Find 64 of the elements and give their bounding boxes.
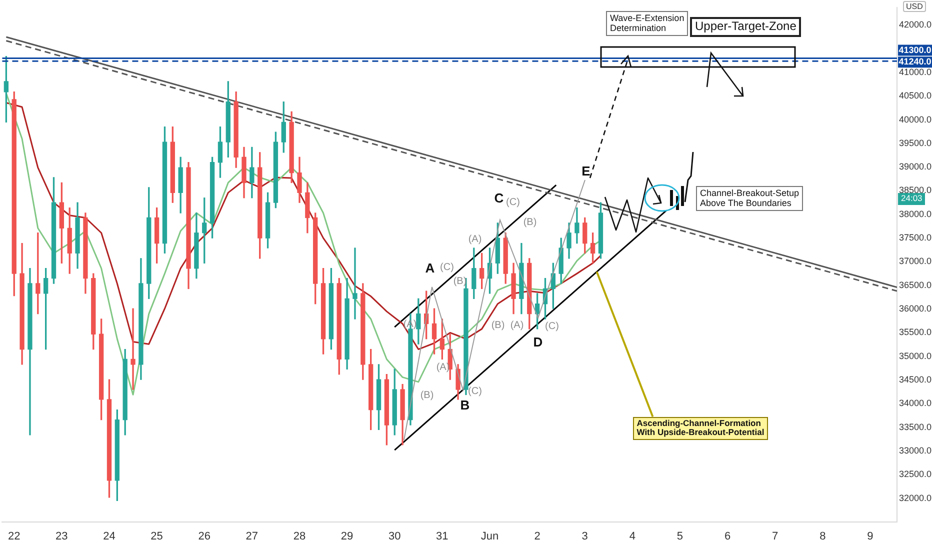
x-tick-label: 2 — [534, 530, 540, 543]
annotation: D — [533, 334, 543, 350]
annotation: C — [494, 190, 504, 206]
x-tick-label: 31 — [436, 530, 448, 543]
annotation: (B) — [491, 320, 505, 331]
annotation: E — [582, 163, 590, 178]
annotation: (C) — [506, 197, 520, 208]
x-tick-label: Jun — [480, 530, 499, 543]
x-tick-label: 22 — [8, 530, 20, 543]
x-tick-label: 30 — [388, 530, 401, 543]
annotation: Ascending-Channel-Formation With Upside-Breakout-Potential — [632, 416, 768, 440]
ref-line-label: 41240.0 — [898, 56, 932, 67]
y-tick-label: 34500.0 — [899, 374, 932, 385]
y-tick-label: 32500.0 — [899, 469, 932, 480]
y-tick-label: 35000.0 — [899, 350, 932, 361]
y-tick-label: 34000.0 — [899, 398, 932, 408]
annotation: Wave-E-Extension Determination — [606, 11, 688, 36]
y-tick-label: 39000.0 — [899, 162, 932, 172]
x-tick-label: 24 — [103, 530, 116, 543]
annotation: (A) — [510, 320, 524, 331]
annotation: A — [425, 260, 435, 276]
annotation: (C) — [468, 386, 482, 397]
annotation: B — [460, 398, 470, 412]
annotation: (C) — [440, 262, 454, 273]
y-axis-title: USD — [903, 1, 926, 12]
annotation: (B) — [420, 390, 434, 401]
y-tick-label: 33500.0 — [899, 422, 932, 432]
x-tick-label: 8 — [820, 530, 826, 543]
x-tick-label: 23 — [56, 530, 68, 543]
text: 24:03 — [898, 193, 926, 205]
y-tick-label: 37000.0 — [899, 256, 932, 266]
ref-line-label: 41300.0 — [898, 44, 932, 55]
x-tick-label: 5 — [676, 530, 684, 543]
annotation: Channel-Breakout-Setup Above The Boundaries — [696, 186, 804, 211]
x-tick-label: 26 — [198, 530, 210, 543]
y-tick-label: 38500.0 — [899, 185, 932, 196]
y-tick-label: 38000.0 — [899, 208, 932, 219]
x-tick-label: 27 — [246, 530, 258, 543]
candlestick — [352, 248, 358, 320]
x-tick-label: 28 — [293, 530, 306, 543]
y-tick-label: 39500.0 — [899, 138, 932, 148]
candlestick — [130, 308, 136, 390]
annotation: Upper-Target-Zone — [690, 17, 802, 37]
x-tick-label: 6 — [724, 530, 731, 543]
annotation: (A) — [468, 234, 482, 245]
y-tick-label: 40500.0 — [899, 90, 932, 101]
x-tick-label: 7 — [772, 530, 778, 543]
x-tick-label: 4 — [629, 530, 636, 543]
y-tick-label: 40000.0 — [899, 114, 932, 124]
y-tick-label: 36500.0 — [899, 280, 932, 290]
x-tick-label: 9 — [867, 530, 874, 543]
y-tick-label: 32000.0 — [899, 492, 932, 503]
y-tick-label: 35500.0 — [899, 327, 932, 338]
annotation: (A) — [436, 362, 450, 373]
x-tick-label: 3 — [582, 530, 588, 543]
x-tick-label: 25 — [150, 530, 163, 543]
y-tick-label: 37500.0 — [899, 232, 932, 243]
x-tick-label: 29 — [340, 530, 354, 543]
y-tick-label: 33000.0 — [899, 446, 932, 456]
annotation: (C) — [545, 321, 559, 332]
y-tick-label: 42000.0 — [899, 20, 932, 30]
annotation: (B) — [523, 217, 537, 228]
y-tick-label: 41000.0 — [899, 66, 932, 77]
y-tick-label: 36000.0 — [899, 304, 932, 314]
